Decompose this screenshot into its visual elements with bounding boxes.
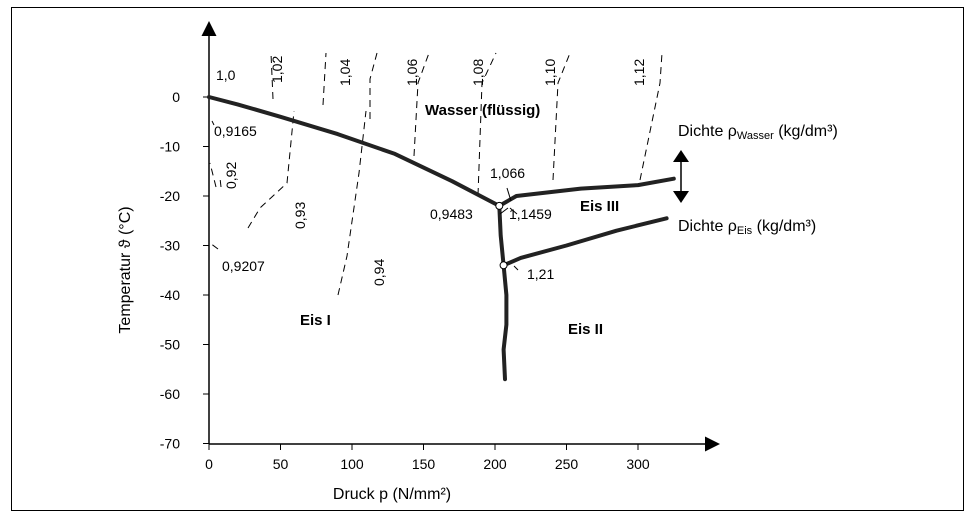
isochore-line bbox=[322, 52, 327, 106]
y-tick-label: -50 bbox=[160, 337, 180, 353]
isochore-value-label: 0,9165 bbox=[214, 123, 257, 139]
isochore-value-label: 1,21 bbox=[527, 266, 554, 282]
isochore-line bbox=[369, 52, 378, 119]
x-tick-label: 50 bbox=[273, 456, 289, 472]
triple-point-marker bbox=[495, 201, 504, 210]
leader-line bbox=[513, 265, 519, 271]
x-tick-label: 150 bbox=[412, 456, 436, 472]
region-label: Wasser (flüssig) bbox=[425, 102, 540, 119]
isochore-value-label: 1,066 bbox=[490, 165, 525, 181]
region-labels: Wasser (flüssig) Eis I Eis II Eis III bbox=[300, 102, 619, 338]
triple-points bbox=[495, 201, 508, 270]
isochore-line bbox=[247, 110, 295, 229]
phase-boundary-line bbox=[497, 203, 509, 382]
y-tick-label: -30 bbox=[160, 238, 180, 254]
isochore-value-label: 0,9483 bbox=[430, 206, 473, 222]
chart-frame: 0 50 100 150 200 250 300 0 -10 -20 -30 -40 -50 -60 -7… bbox=[11, 7, 964, 511]
density-arrow-down-head bbox=[673, 191, 689, 203]
x-tick-label: 300 bbox=[626, 456, 650, 472]
phase-boundary-line bbox=[207, 95, 502, 208]
y-tick-label: -70 bbox=[160, 436, 180, 452]
phase-diagram-chart: 0 50 100 150 200 250 300 0 -10 -20 -30 -40 -50 -60 -7… bbox=[117, 21, 838, 503]
y-axis-title: Temperatur ϑ (°C) bbox=[117, 206, 134, 333]
region-label: Eis III bbox=[580, 198, 619, 215]
region-label: Eis I bbox=[300, 312, 331, 329]
leader-line bbox=[211, 120, 215, 126]
x-tick-label: 250 bbox=[555, 456, 579, 472]
isochore-line bbox=[219, 177, 222, 188]
region-label: Eis II bbox=[568, 321, 603, 338]
x-tick-label: 0 bbox=[205, 456, 213, 472]
y-tick-label: -20 bbox=[160, 188, 180, 204]
leader-line bbox=[499, 207, 509, 215]
phase-boundaries bbox=[207, 95, 676, 382]
isochore-line bbox=[477, 52, 497, 196]
density-arrow-up-head bbox=[673, 150, 689, 162]
x-axis-ticks: 0 50 100 150 200 250 300 bbox=[205, 444, 650, 472]
isochore-value-label: 0,9207 bbox=[222, 258, 265, 274]
y-tick-label: -60 bbox=[160, 386, 180, 402]
isochore-lines bbox=[209, 52, 663, 296]
isochore-line bbox=[209, 242, 219, 250]
x-tick-label: 100 bbox=[340, 456, 364, 472]
annotation-labels: 1,0 1,02 1,04 1,06 1,08 1,10 1,12 0,9165 0,92 0,9… bbox=[211, 56, 647, 286]
x-axis-title: Druck p (N/mm²) bbox=[333, 486, 451, 503]
isochore-line bbox=[413, 52, 430, 157]
y-tick-label: 0 bbox=[172, 89, 180, 105]
isochore-value-label: 1,10 bbox=[542, 59, 558, 86]
isochore-value-label: 1,02 bbox=[269, 56, 285, 83]
isochore-value-label: 1,04 bbox=[337, 59, 353, 86]
y-tick-label: -40 bbox=[160, 287, 180, 303]
isochore-line bbox=[552, 52, 571, 181]
isochore-value-label: 1,08 bbox=[470, 59, 486, 86]
isochore-value-label: 1,12 bbox=[631, 59, 647, 86]
isochore-value-label: 1,1459 bbox=[509, 206, 552, 222]
triple-point-marker bbox=[499, 261, 508, 270]
isochore-line bbox=[270, 52, 274, 100]
isochore-line bbox=[639, 52, 663, 181]
ice-density-label: Dichte ρEis (kg/dm³) bbox=[678, 218, 816, 237]
isochore-value-label: 1,06 bbox=[404, 59, 420, 86]
phase-boundary-line bbox=[501, 216, 669, 268]
leader-line bbox=[506, 187, 512, 202]
y-tick-label: -10 bbox=[160, 139, 180, 155]
water-density-label: Dichte ρWasser (kg/dm³) bbox=[678, 123, 838, 142]
isochore-value-label: 0,92 bbox=[223, 162, 239, 189]
isochore-value-label: 0,93 bbox=[292, 202, 308, 229]
isochore-value-label: 0,94 bbox=[371, 259, 387, 286]
x-tick-label: 200 bbox=[483, 456, 507, 472]
isochore-line bbox=[209, 162, 217, 188]
y-axis-ticks: 0 -10 -20 -30 -40 -50 -60 -70 bbox=[160, 89, 209, 452]
isochore-value-label: 1,0 bbox=[216, 67, 236, 83]
leader-line bbox=[509, 207, 518, 215]
